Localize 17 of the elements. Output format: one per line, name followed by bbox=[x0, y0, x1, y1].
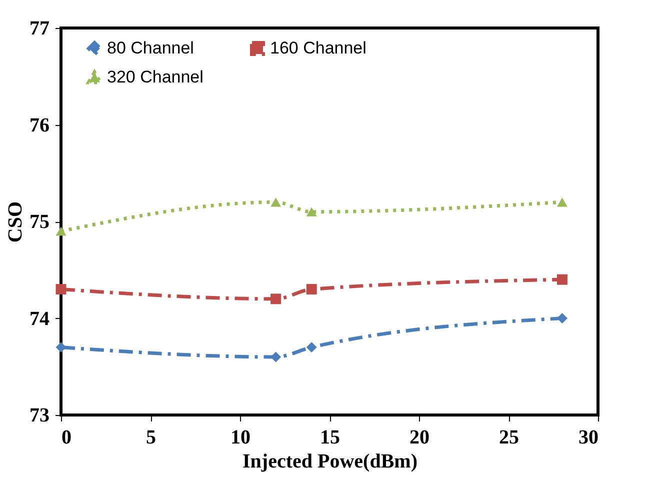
y-tick-label: 75 bbox=[30, 211, 50, 233]
y-tick-label: 76 bbox=[30, 114, 50, 136]
x-axis-title: Injected Powe(dBm) bbox=[242, 450, 418, 472]
legend-label: 160 Channel bbox=[270, 38, 366, 58]
x-tick-label: 15 bbox=[320, 426, 340, 448]
x-tick-label: 20 bbox=[410, 426, 430, 448]
x-tick-label: 5 bbox=[146, 426, 156, 448]
legend-label: 80 Channel bbox=[107, 38, 194, 58]
x-tick-label: 30 bbox=[578, 426, 598, 448]
y-tick-label: 77 bbox=[30, 18, 50, 40]
legend-label: 320 Channel bbox=[107, 68, 204, 86]
x-tick-label: 10 bbox=[230, 426, 250, 448]
y-tick-label: 73 bbox=[30, 404, 50, 426]
x-tick-label: 25 bbox=[499, 426, 519, 448]
y-axis-title: CSO bbox=[4, 201, 26, 243]
y-tick-label: 74 bbox=[30, 308, 50, 330]
x-tick-label: 0 bbox=[62, 426, 72, 448]
